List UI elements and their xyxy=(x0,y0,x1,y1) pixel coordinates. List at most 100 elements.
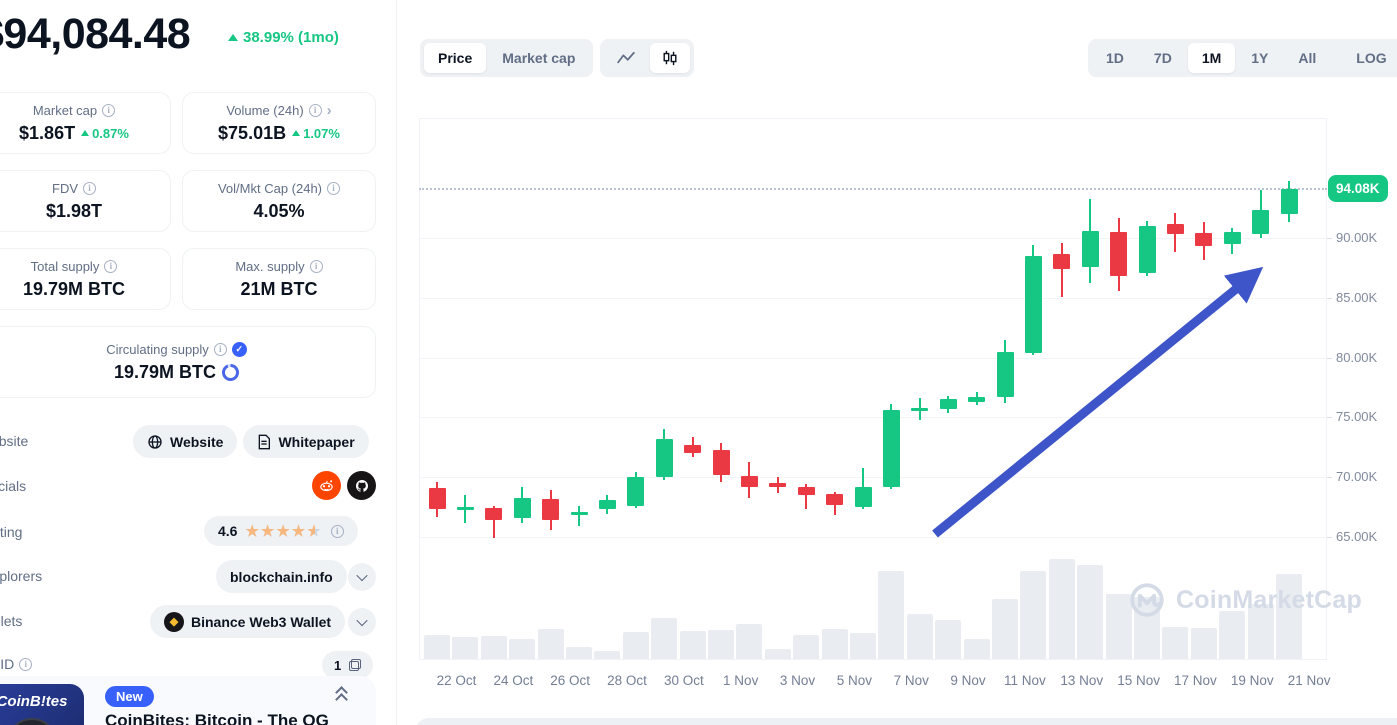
info-icon[interactable] xyxy=(104,259,118,273)
stat-card-volume-24h[interactable]: Volume (24h) $75.01B 1.07% xyxy=(182,92,376,154)
volume-bar xyxy=(1020,571,1047,659)
volume-bar xyxy=(821,629,848,659)
x-tick-label: 1 Nov xyxy=(723,673,759,688)
axis-tick xyxy=(1327,417,1332,419)
axis-tick xyxy=(1327,537,1332,538)
volume-bar xyxy=(1247,604,1274,659)
stat-value: $1.86T xyxy=(19,122,76,143)
info-icon[interactable] xyxy=(327,181,341,195)
range-7d[interactable]: 7D xyxy=(1153,50,1172,66)
stat-label: Vol/Mkt Cap (24h) xyxy=(217,180,323,196)
x-tick-label: 5 Nov xyxy=(836,673,873,688)
x-tick-label: 28 Oct xyxy=(607,673,647,688)
stat-card-market-cap: Market cap $1.86T 0.87% xyxy=(0,92,171,154)
chart-footer-strip xyxy=(415,718,1397,725)
up-arrow-icon xyxy=(292,130,301,136)
plot-area xyxy=(419,118,1327,660)
candle-up xyxy=(1252,210,1270,235)
gridline xyxy=(419,238,1327,239)
axis-tick xyxy=(1327,357,1332,359)
gridline xyxy=(419,537,1327,538)
x-tick-label: 3 Nov xyxy=(779,673,816,688)
gridline xyxy=(419,357,1327,359)
stat-value: $75.01B xyxy=(218,122,287,143)
trend-arrow-annotation xyxy=(932,266,1264,538)
x-tick-label: 11 Nov xyxy=(1004,673,1046,688)
candle-down xyxy=(797,486,815,496)
candle-down xyxy=(712,449,730,475)
log-scale-button[interactable]: LOG xyxy=(1356,50,1387,66)
range-1y[interactable]: 1Y xyxy=(1251,50,1269,66)
volume-bar xyxy=(935,620,962,659)
x-tick-label: 7 Nov xyxy=(893,673,929,688)
volume-bar xyxy=(594,651,621,659)
candle-down xyxy=(428,487,446,510)
info-icon[interactable] xyxy=(213,342,227,356)
globe-icon xyxy=(148,434,162,449)
stat-change-value: 0.87% xyxy=(92,125,129,141)
coinbites-logo-text: CoinB!tes xyxy=(0,693,68,710)
info-icon[interactable] xyxy=(19,657,33,671)
wallet-link[interactable]: ◆ Binance Web3 Wallet xyxy=(150,605,346,638)
price-change-1mo: 38.99% (1mo) xyxy=(228,29,339,46)
document-icon xyxy=(259,434,271,449)
rating-pill[interactable]: 4.6 ★★★★★★★★★★ xyxy=(204,516,358,546)
time-range-selector: 1D 7D 1M 1Y All LOG ··· xyxy=(1088,39,1397,77)
verified-badge-icon xyxy=(231,341,247,357)
candle-up xyxy=(939,399,957,410)
candle-down xyxy=(740,476,758,487)
explorers-expand-button[interactable] xyxy=(348,563,376,591)
candle-up xyxy=(1138,226,1156,273)
tab-market-cap[interactable]: Market cap xyxy=(502,50,576,66)
x-tick-label: 24 Oct xyxy=(493,673,534,688)
info-icon[interactable] xyxy=(308,103,322,117)
whitepaper-button[interactable]: Whitepaper xyxy=(243,425,369,458)
candle-down xyxy=(826,493,844,505)
info-icon[interactable] xyxy=(102,103,116,117)
info-icon[interactable] xyxy=(83,181,96,195)
range-all[interactable]: All xyxy=(1298,50,1317,66)
axis-tick xyxy=(1327,477,1332,479)
y-tick-label: 80.00K xyxy=(1336,349,1378,365)
volume-bar xyxy=(452,637,479,659)
ucid-copy-button[interactable]: 1 xyxy=(322,651,374,679)
candle-up xyxy=(456,507,474,510)
ucid-value: 1 xyxy=(334,657,342,673)
candle-down xyxy=(485,508,503,521)
coinbites-banner[interactable]: CoinB!tes New CoinBites: Bitcoin - The O… xyxy=(0,676,376,725)
y-tick-label: 65.00K xyxy=(1336,529,1378,544)
x-tick-label: 26 Oct xyxy=(550,673,591,688)
current-price-line xyxy=(419,188,1327,191)
volume-bar xyxy=(1219,611,1246,659)
watermark: CoinMarketCap xyxy=(1128,581,1362,619)
tab-price[interactable]: Price xyxy=(424,43,487,73)
gridline xyxy=(419,477,1327,479)
github-icon[interactable] xyxy=(347,471,376,500)
line-chart-type-button[interactable] xyxy=(604,43,648,73)
website-button[interactable]: Website xyxy=(133,425,238,458)
candlestick-chart-type-button[interactable] xyxy=(650,43,690,73)
range-1m[interactable]: 1M xyxy=(1187,43,1236,73)
volume-bar xyxy=(679,631,706,659)
volume-bar xyxy=(736,624,763,659)
candle-down xyxy=(1053,253,1071,270)
stat-change-value: 1.07% xyxy=(303,125,340,141)
candle-wick-up xyxy=(578,505,580,527)
explorer-link[interactable]: blockchain.info xyxy=(216,560,347,593)
banner-title: CoinBites: Bitcoin - The OG xyxy=(105,711,329,725)
volume-bar xyxy=(850,633,876,659)
volume-bar xyxy=(1190,628,1217,659)
volume-bar xyxy=(622,632,649,659)
reddit-icon[interactable] xyxy=(312,471,341,500)
volume-bar xyxy=(793,635,820,659)
stat-value: 19.79M BTC xyxy=(113,361,217,382)
wallets-expand-button[interactable] xyxy=(348,608,376,636)
supply-progress-ring xyxy=(222,363,240,381)
range-1d[interactable]: 1D xyxy=(1106,50,1124,66)
info-icon[interactable] xyxy=(330,524,344,538)
candle-down xyxy=(769,483,787,487)
info-icon[interactable] xyxy=(309,259,323,273)
candle-wick-down xyxy=(492,505,495,539)
